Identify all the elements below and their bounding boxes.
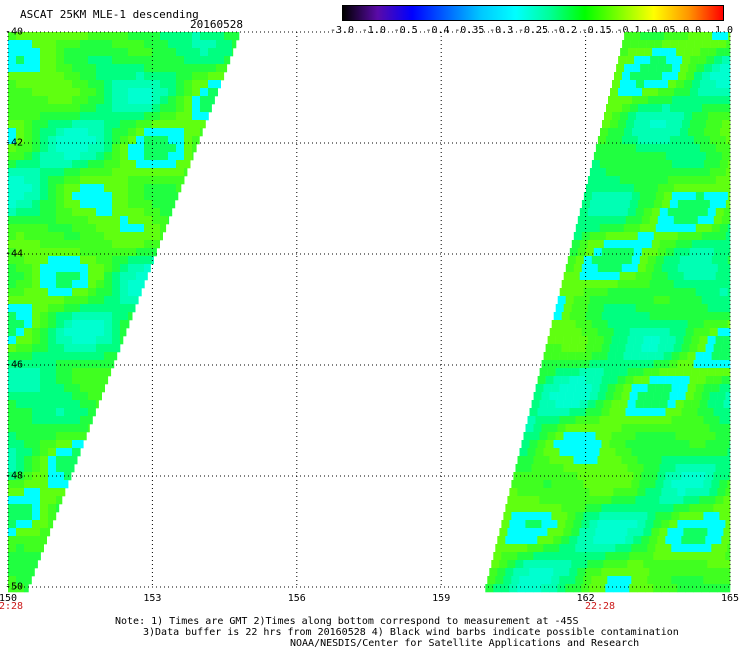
longitude-tick-label: 156 (287, 593, 306, 604)
latitude-tick-label: -44 (5, 248, 24, 260)
color-scale-bar (342, 5, 724, 21)
color-scale-label: -0.15 (581, 25, 612, 36)
color-scale-label: 0.0 (683, 25, 702, 36)
latitude-tick-label: -50 (5, 581, 24, 593)
longitude-tick-label: 165 (720, 593, 740, 604)
longitude-tick-label: 162 (576, 593, 595, 604)
product-date: 20160528 (190, 18, 243, 31)
longitude-tick-label: 159 (432, 593, 451, 604)
color-scale-label: -0.4 (425, 25, 450, 36)
color-scale-label: -0.35 (454, 25, 485, 36)
color-scale-label: -0.1 (616, 25, 641, 36)
color-scale-label: -0.25 (517, 25, 549, 36)
pass-time-label: 22:28 (0, 601, 24, 612)
color-scale-label: -0.5 (393, 25, 418, 36)
note-line-2: 3)Data buffer is 22 hrs from 20160528 4)… (143, 627, 679, 638)
note-line-3: NOAA/NESDIS/Center for Satellite Applica… (290, 638, 640, 649)
latitude-tick-label: -40 (5, 26, 24, 38)
color-scale-label: 1.0 (714, 25, 734, 36)
color-scale-label: -1.0 (361, 25, 386, 36)
product-title: ASCAT 25KM MLE-1 descending (20, 8, 199, 21)
longitude-tick-label: 153 (143, 593, 162, 604)
map-canvas (7, 31, 731, 593)
east-swath (485, 32, 731, 593)
latitude-tick-label: -42 (5, 137, 24, 149)
color-scale-label: -0.2 (552, 25, 577, 36)
latitude-tick-label: -46 (5, 359, 24, 371)
color-scale-label: -0.3 (489, 25, 514, 36)
note-line-1: Note: 1) Times are GMT 2)Times along bot… (115, 616, 579, 627)
longitude-tick-label: 150 (0, 593, 18, 604)
color-scale-label: -0.05 (645, 25, 676, 36)
gridlines (7, 31, 731, 588)
west-swath (8, 32, 240, 593)
color-scale-label: -3.0 (329, 25, 355, 36)
pass-time-label: 22:28 (584, 601, 616, 612)
map-plot-area (7, 31, 731, 593)
latitude-tick-label: -48 (5, 470, 24, 482)
